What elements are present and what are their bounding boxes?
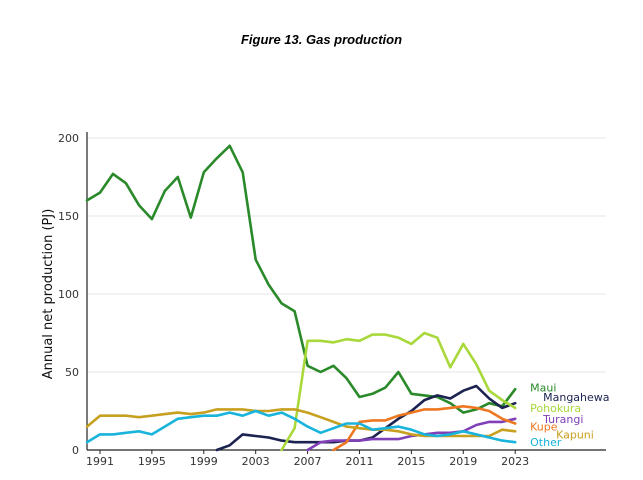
axes bbox=[86, 132, 606, 454]
x-tick-label: 2023 bbox=[501, 455, 529, 468]
y-tick-label: 0 bbox=[72, 444, 79, 457]
series-label-maui: Maui bbox=[530, 382, 556, 395]
series-labels: MauiMangahewaPohokuraTurangiKupeKapuniOt… bbox=[530, 382, 609, 450]
series-label-pohokura: Pohokura bbox=[530, 402, 581, 415]
series-line-kupe bbox=[332, 405, 517, 452]
series-lines bbox=[85, 144, 517, 452]
x-tick-label: 2019 bbox=[449, 455, 477, 468]
y-tick-label: 200 bbox=[58, 132, 79, 145]
y-tick-label: 100 bbox=[58, 288, 79, 301]
series-line-pohokura bbox=[280, 331, 517, 452]
x-tick-label: 1995 bbox=[138, 455, 166, 468]
figure-title: Figure 13. Gas production bbox=[240, 32, 403, 47]
series-line-other bbox=[85, 409, 517, 444]
y-tick-label: 50 bbox=[65, 366, 79, 379]
y-tick-label: 150 bbox=[58, 210, 79, 223]
x-tick-label: 2003 bbox=[242, 455, 270, 468]
series-label-mangahewa: Mangahewa bbox=[543, 391, 609, 404]
series-label-kapuni: Kapuni bbox=[556, 428, 594, 441]
x-tick-label: 1999 bbox=[190, 455, 218, 468]
series-label-kupe: Kupe bbox=[530, 421, 558, 434]
series-line-maui bbox=[85, 144, 517, 414]
x-tick-label: 2015 bbox=[397, 455, 425, 468]
series-line-turangi bbox=[306, 417, 517, 452]
x-tick-label: 1991 bbox=[86, 455, 114, 468]
series-label-turangi: Turangi bbox=[542, 413, 583, 426]
y-tick-labels: 0 50 100 150 200 bbox=[58, 132, 79, 457]
series-label-other: Other bbox=[530, 436, 562, 449]
y-axis-title: Annual net production (PJ) bbox=[41, 209, 56, 380]
x-tick-labels: 1991 1995 1999 2003 2007 2011 2015 2019 2023 bbox=[86, 455, 529, 468]
x-tick-label: 2011 bbox=[345, 455, 373, 468]
x-tick-label: 2007 bbox=[294, 455, 322, 468]
grid-lines bbox=[87, 137, 606, 373]
